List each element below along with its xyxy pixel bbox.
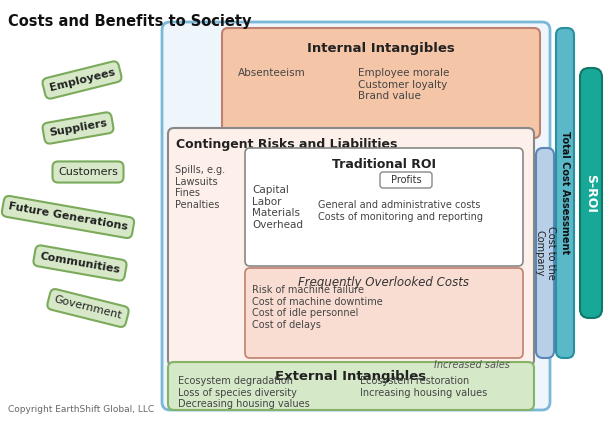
- Text: Capital
Labor
Materials
Overhead: Capital Labor Materials Overhead: [252, 185, 303, 230]
- Text: Frequently Overlooked Costs: Frequently Overlooked Costs: [299, 276, 469, 289]
- Text: Copyright EarthShift Global, LLC: Copyright EarthShift Global, LLC: [8, 405, 154, 414]
- Text: Customers: Customers: [58, 167, 118, 177]
- FancyBboxPatch shape: [536, 148, 554, 358]
- Text: Internal Intangibles: Internal Intangibles: [307, 42, 455, 55]
- FancyBboxPatch shape: [380, 172, 432, 188]
- FancyBboxPatch shape: [245, 148, 523, 266]
- Text: Absenteeism: Absenteeism: [238, 68, 306, 78]
- FancyBboxPatch shape: [162, 22, 550, 410]
- Text: Total Cost Assessment: Total Cost Assessment: [560, 131, 570, 255]
- Text: S-ROI: S-ROI: [584, 173, 597, 213]
- FancyBboxPatch shape: [168, 128, 534, 366]
- FancyBboxPatch shape: [580, 68, 602, 318]
- Text: Employee morale
Customer loyalty
Brand value: Employee morale Customer loyalty Brand v…: [358, 68, 449, 101]
- FancyBboxPatch shape: [245, 268, 523, 358]
- Text: Spills, e.g.
Lawsuits
Fines
Penalties: Spills, e.g. Lawsuits Fines Penalties: [175, 165, 225, 210]
- Text: Profits: Profits: [390, 175, 421, 185]
- FancyBboxPatch shape: [222, 28, 540, 138]
- Text: Suppliers: Suppliers: [48, 118, 108, 138]
- Text: Costs and Benefits to Society: Costs and Benefits to Society: [8, 14, 252, 29]
- Text: General and administrative costs
Costs of monitoring and reporting: General and administrative costs Costs o…: [318, 200, 483, 221]
- Text: External Intangibles: External Intangibles: [275, 370, 427, 383]
- FancyBboxPatch shape: [556, 28, 574, 358]
- Text: Future Generations: Future Generations: [7, 202, 129, 232]
- Text: Risk of machine failure
Cost of machine downtime
Cost of idle personnel
Cost of : Risk of machine failure Cost of machine …: [252, 285, 382, 330]
- Text: Employees: Employees: [48, 67, 116, 93]
- Text: Communities: Communities: [39, 251, 121, 275]
- Text: Traditional ROI: Traditional ROI: [332, 158, 436, 171]
- Text: Ecosystem restoration
Increasing housing values: Ecosystem restoration Increasing housing…: [360, 376, 487, 397]
- Text: Increased sales: Increased sales: [434, 360, 510, 370]
- FancyBboxPatch shape: [168, 362, 534, 410]
- Text: Contingent Risks and Liabilities: Contingent Risks and Liabilities: [176, 138, 397, 151]
- Text: Ecosystem degradation
Loss of species diversity
Decreasing housing values: Ecosystem degradation Loss of species di…: [178, 376, 310, 409]
- Text: Cost to the
Company: Cost to the Company: [534, 226, 556, 280]
- Text: Government: Government: [53, 295, 123, 321]
